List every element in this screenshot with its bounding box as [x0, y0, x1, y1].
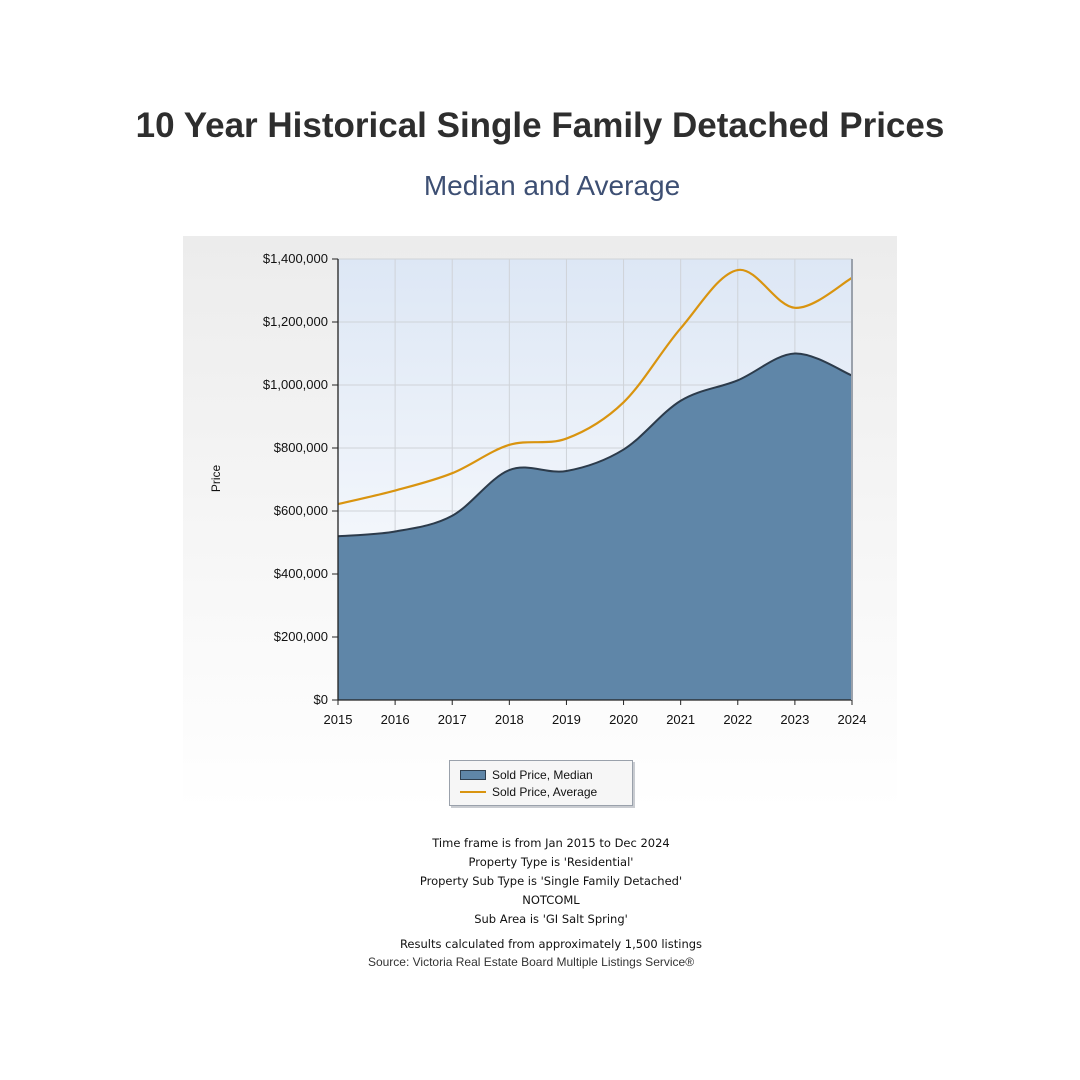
- x-tick-label: 2021: [666, 712, 695, 727]
- y-tick-label: $800,000: [274, 440, 328, 455]
- x-tick-label: 2019: [552, 712, 581, 727]
- page-subtitle: Median and Average: [423, 170, 681, 201]
- note-property-sub-type: Property Sub Type is 'Single Family Deta…: [419, 874, 683, 888]
- x-tick-label: 2022: [723, 712, 752, 727]
- chart-legend: Sold Price, Median Sold Price, Average: [449, 760, 633, 806]
- chart-notes: Time frame is from Jan 2015 to Dec 2024 …: [0, 834, 1080, 954]
- series-area-median: [338, 353, 852, 700]
- page-title: 10 Year Historical Single Family Detache…: [135, 106, 945, 145]
- x-tick-label: 2023: [780, 712, 809, 727]
- legend-swatch-median: [460, 770, 486, 780]
- x-tick-label: 2016: [381, 712, 410, 727]
- note-sub-area: Sub Area is 'GI Salt Spring': [474, 912, 628, 926]
- price-chart: $0 $200,000 $400,000 $600,000 $800,000 $1,000…: [209, 251, 867, 727]
- series-outline-median: [337, 352, 853, 538]
- x-tick-label: 2020: [609, 712, 638, 727]
- note-timeframe: Time frame is from Jan 2015 to Dec 2024: [432, 836, 670, 850]
- note-results: Results calculated from approximately 1,…: [399, 937, 703, 951]
- legend-swatch-average: [460, 791, 486, 793]
- legend-item-average: Sold Price, Average: [460, 783, 597, 801]
- series-line-average: [337, 268, 853, 506]
- y-tick-label: $0: [314, 692, 328, 707]
- y-tick-label: $400,000: [274, 566, 328, 581]
- source-credit: Source: Victoria Real Estate Board Multi…: [367, 955, 695, 969]
- y-tick-label: $600,000: [274, 503, 328, 518]
- note-notcoml: NOTCOML: [522, 893, 580, 907]
- y-tick-label: $1,000,000: [263, 377, 328, 392]
- x-tick-label: 2017: [438, 712, 467, 727]
- y-tick-label: $200,000: [274, 629, 328, 644]
- legend-item-median: Sold Price, Median: [460, 766, 593, 784]
- x-tick-label: 2015: [324, 712, 353, 727]
- chart-panel: $0 $200,000 $400,000 $600,000 $800,000 $1,000…: [183, 236, 897, 810]
- y-tick-label: $1,200,000: [263, 314, 328, 329]
- legend-label-average: Sold Price, Average: [492, 785, 598, 799]
- note-property-type: Property Type is 'Residential': [468, 855, 634, 869]
- y-tick-label: $1,400,000: [263, 251, 328, 266]
- x-tick-label: 2024: [838, 712, 867, 727]
- y-axis-label: Price: [209, 465, 223, 493]
- x-tick-label: 2018: [495, 712, 524, 727]
- legend-label-median: Sold Price, Median: [492, 768, 593, 782]
